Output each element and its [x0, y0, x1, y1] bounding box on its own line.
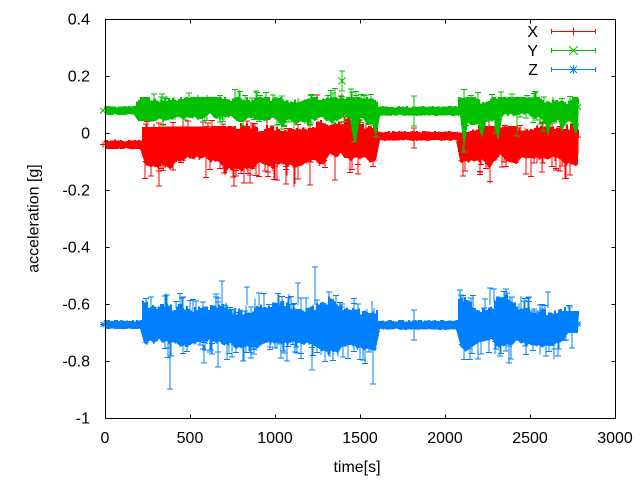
svg-text:-0.6: -0.6 [62, 297, 90, 314]
svg-text:2500: 2500 [512, 430, 548, 447]
svg-text:1000: 1000 [257, 430, 293, 447]
svg-text:0.2: 0.2 [68, 69, 90, 86]
svg-text:-0.8: -0.8 [62, 354, 90, 371]
svg-text:500: 500 [177, 430, 204, 447]
svg-text:acceleration [g]: acceleration [g] [26, 164, 43, 273]
svg-text:-1: -1 [76, 411, 90, 428]
svg-text:X: X [527, 24, 538, 41]
svg-text:0.4: 0.4 [68, 12, 90, 29]
svg-text:-0.2: -0.2 [62, 183, 90, 200]
svg-text:1500: 1500 [342, 430, 378, 447]
svg-text:Z: Z [528, 62, 538, 79]
svg-text:time[s]: time[s] [333, 459, 380, 476]
svg-text:-0.4: -0.4 [62, 240, 90, 257]
svg-text:2000: 2000 [427, 430, 463, 447]
svg-text:3000: 3000 [597, 430, 633, 447]
svg-text:0: 0 [81, 126, 90, 143]
svg-text:Y: Y [527, 43, 538, 60]
svg-text:0: 0 [101, 430, 110, 447]
